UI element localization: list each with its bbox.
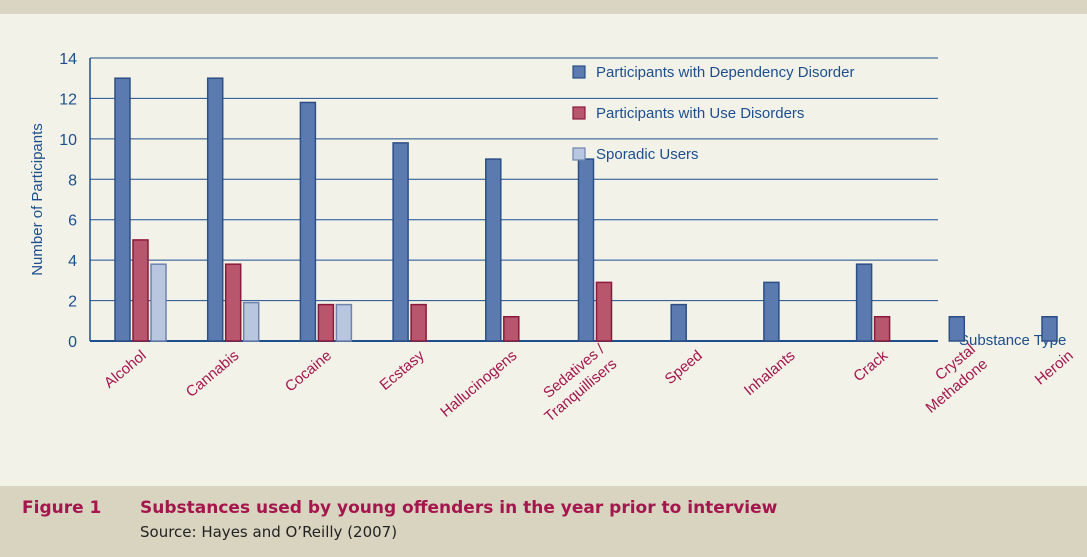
legend-label: Sporadic Users bbox=[596, 146, 699, 163]
figure-caption: Figure 1 Substances used by young offend… bbox=[0, 486, 1087, 557]
y-tick-label: 10 bbox=[59, 132, 77, 149]
y-axis-title: Number of Participants bbox=[29, 123, 46, 276]
y-tick-label: 8 bbox=[68, 172, 77, 189]
bar bbox=[114, 77, 131, 342]
x-tick-label: Speed bbox=[662, 347, 706, 388]
bar bbox=[503, 315, 520, 342]
bar bbox=[132, 239, 149, 342]
bar bbox=[1041, 315, 1058, 342]
bar bbox=[595, 281, 613, 342]
legend-swatch bbox=[572, 147, 586, 161]
x-tick-label-line: Alcohol bbox=[101, 347, 150, 392]
legend-swatch bbox=[572, 65, 586, 79]
bar bbox=[763, 281, 780, 342]
figure-source: Source: Hayes and O’Reilly (2007) bbox=[140, 523, 398, 541]
x-axis-title: Substance Type bbox=[959, 332, 1066, 349]
x-tick-label: Cannabis bbox=[183, 347, 242, 401]
x-tick-label: Inhalants bbox=[741, 347, 799, 399]
x-tick-label-line: Heroin bbox=[1032, 347, 1077, 388]
y-tick-label: 2 bbox=[68, 294, 77, 311]
y-tick-label: 14 bbox=[59, 51, 77, 68]
x-tick-label-line: Speed bbox=[662, 347, 706, 388]
legend-label: Participants with Use Disorders bbox=[596, 105, 804, 122]
x-tick-label: Ecstasy bbox=[377, 347, 429, 394]
legend-swatch bbox=[572, 106, 586, 120]
x-tick-label-line: Ecstasy bbox=[377, 347, 429, 394]
bar bbox=[299, 101, 317, 342]
x-tick-label: Alcohol bbox=[101, 347, 150, 392]
figure-title: Substances used by young offenders in th… bbox=[140, 498, 778, 518]
x-tick-label: Sedatives /Tranquillisers bbox=[529, 340, 621, 425]
x-tick-label-line: Inhalants bbox=[741, 347, 799, 399]
bar bbox=[242, 301, 260, 342]
y-tick-label: 6 bbox=[68, 213, 77, 230]
bar bbox=[485, 158, 502, 342]
bar bbox=[224, 263, 242, 342]
bar bbox=[206, 77, 224, 342]
y-tick-label: 12 bbox=[59, 91, 77, 108]
bar bbox=[873, 315, 891, 342]
x-tick-label-line: Crack bbox=[850, 347, 891, 386]
top-rule bbox=[0, 0, 1087, 14]
figure-number: Figure 1 bbox=[22, 498, 102, 518]
x-tick-label: CrystalMethadone bbox=[910, 341, 991, 417]
x-tick-label: Cocaine bbox=[282, 347, 335, 395]
bar bbox=[670, 303, 687, 342]
y-tick-label: 4 bbox=[68, 253, 77, 270]
bar-chart: 0 2 4 6 8 10 12 14 Number of Participants Substan… bbox=[29, 51, 1077, 425]
bar bbox=[948, 315, 966, 342]
bar bbox=[855, 263, 873, 342]
x-tick-label-line: Cocaine bbox=[282, 347, 335, 395]
bar bbox=[577, 158, 595, 342]
bar bbox=[150, 263, 167, 342]
x-tick-label: Hallucinogens bbox=[437, 347, 520, 421]
x-tick-label: Crack bbox=[850, 347, 891, 386]
x-tick-label-line: Hallucinogens bbox=[437, 347, 520, 421]
y-tick-label: 0 bbox=[68, 334, 77, 351]
bar bbox=[335, 303, 353, 342]
bar bbox=[392, 142, 409, 342]
bar bbox=[410, 303, 427, 342]
x-tick-label-line: Cannabis bbox=[183, 347, 242, 401]
bar bbox=[317, 303, 335, 342]
legend-label: Participants with Dependency Disorder bbox=[596, 64, 854, 81]
x-tick-label: Heroin bbox=[1032, 347, 1077, 388]
